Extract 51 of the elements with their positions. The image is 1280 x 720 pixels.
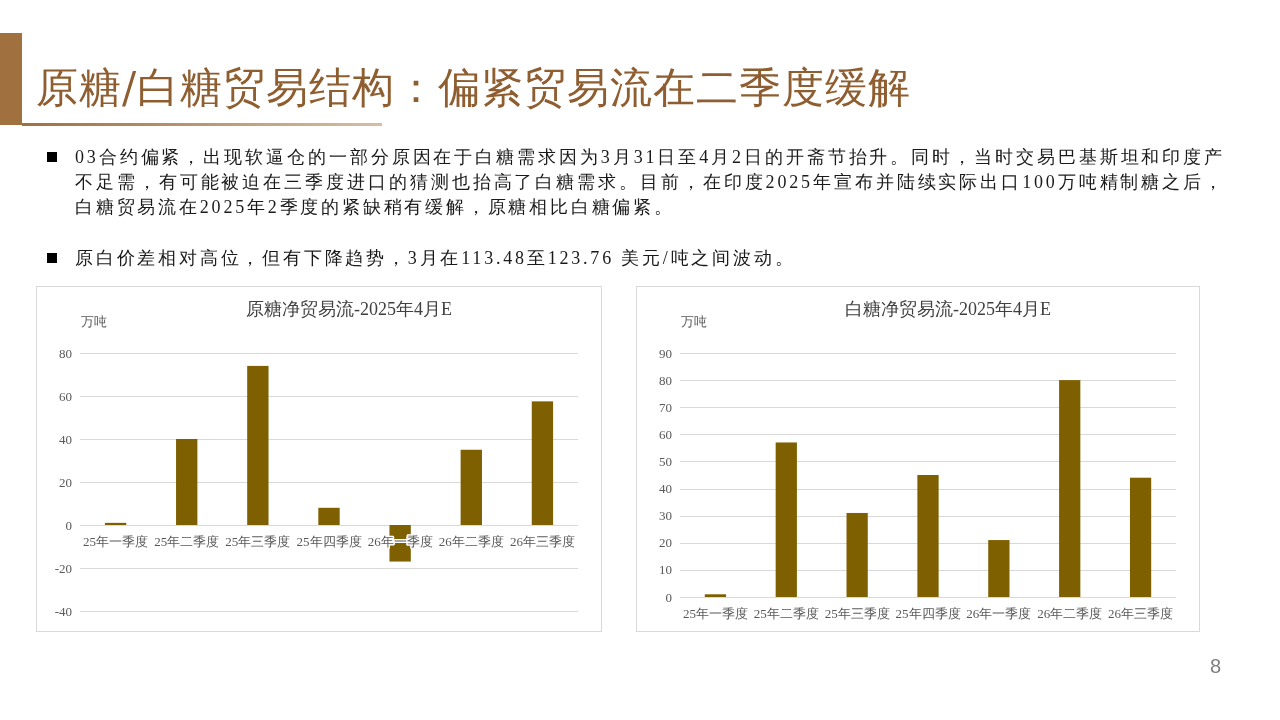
y-tick-label: 60 bbox=[659, 426, 672, 442]
x-tick-label: 26年二季度 bbox=[438, 534, 504, 549]
bar bbox=[176, 439, 198, 525]
chart-title: 原糖净贸易流-2025年4月E bbox=[246, 299, 452, 319]
bar bbox=[846, 512, 868, 597]
x-tick-label: 25年二季度 bbox=[753, 606, 819, 621]
y-axis-title: 万吨 bbox=[81, 314, 107, 329]
y-tick-label: 20 bbox=[659, 535, 672, 551]
y-tick-label: 40 bbox=[59, 431, 72, 447]
y-tick-label: 80 bbox=[659, 372, 672, 388]
x-tick-label: 26年二季度 bbox=[1037, 606, 1103, 621]
chart-title: 白糖净贸易流-2025年4月E bbox=[845, 299, 1051, 319]
bar bbox=[318, 507, 340, 525]
bar bbox=[104, 522, 127, 525]
y-tick-label: 90 bbox=[659, 345, 672, 361]
bar bbox=[1059, 380, 1081, 597]
y-tick-label: -20 bbox=[54, 560, 72, 576]
bar bbox=[531, 401, 554, 525]
y-tick-label: 30 bbox=[659, 508, 672, 524]
y-tick-label: 70 bbox=[659, 399, 672, 415]
bar bbox=[917, 475, 939, 597]
x-tick-label: 25年四季度 bbox=[895, 606, 961, 621]
x-tick-label: 25年三季度 bbox=[824, 606, 890, 621]
y-tick-label: 0 bbox=[665, 589, 672, 605]
y-tick-label: 20 bbox=[59, 474, 72, 490]
y-tick-label: 50 bbox=[659, 453, 672, 469]
text: 8 bbox=[1210, 655, 1222, 678]
y-tick-label: 40 bbox=[659, 481, 672, 497]
bar bbox=[704, 594, 727, 597]
text: 原白价差相对高位，但有下降趋势，3月在113.48至123.76 美元/吨之间波动。 bbox=[75, 247, 797, 270]
y-tick-label: 10 bbox=[659, 562, 672, 578]
x-tick-label: 26年三季度 bbox=[1108, 606, 1174, 621]
y-tick-label: 60 bbox=[59, 388, 72, 404]
bar bbox=[460, 449, 482, 525]
y-tick-label: 0 bbox=[65, 517, 72, 533]
bar bbox=[1129, 477, 1152, 597]
x-tick-label: 25年二季度 bbox=[154, 534, 220, 549]
bar bbox=[775, 442, 797, 597]
x-tick-label: 26年一季度 bbox=[966, 606, 1032, 621]
text: 03合约偏紧，出现软逼仓的一部分原因在于白糖需求因为3月31日至4月2日的开斋节抬升。同时，当时交易巴基斯坦和印度产不足需，有可能被迫在三季度进口的猜测也抬高了白糖需求。目前，在印度2025年宣布并陆续实际出口100万吨精制糖之后，白糖贸易流在2025年2季度的紧缺稍有缓解，原糖相比白糖偏紧。 bbox=[75, 146, 1225, 219]
x-tick-label: 25年一季度 bbox=[83, 534, 149, 549]
bar bbox=[247, 365, 269, 525]
y-tick-label: -40 bbox=[54, 603, 72, 619]
text: 原糖/白糖贸易结构：偏紧贸易流在二季度缓解 bbox=[36, 62, 912, 114]
y-axis-title: 万吨 bbox=[681, 314, 707, 329]
y-tick-label: 80 bbox=[59, 345, 72, 361]
bar bbox=[988, 540, 1010, 597]
x-tick-label: 26年三季度 bbox=[509, 534, 575, 549]
x-tick-label: 25年四季度 bbox=[296, 534, 362, 549]
x-tick-label: 25年三季度 bbox=[225, 534, 291, 549]
x-tick-label: 25年一季度 bbox=[682, 606, 748, 621]
